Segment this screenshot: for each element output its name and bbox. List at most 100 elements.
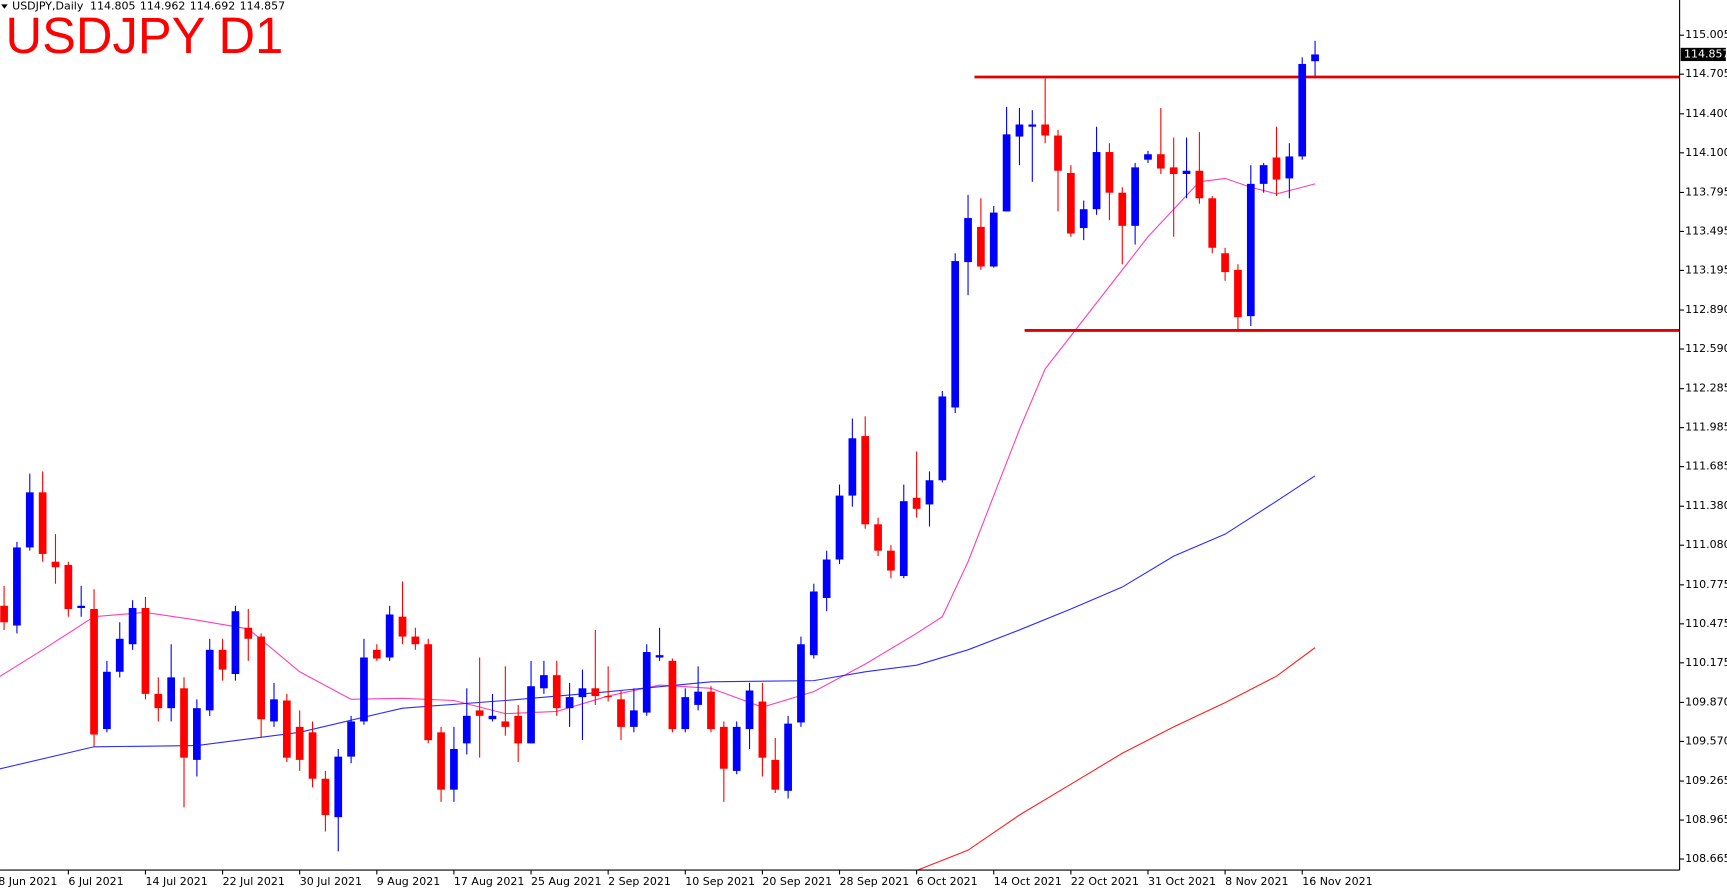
- candle-body: [617, 699, 625, 727]
- x-tick-label: 6 Jul 2021: [68, 875, 123, 888]
- candle-body: [707, 691, 715, 730]
- candle-body: [270, 699, 278, 722]
- high-value: 114.962: [140, 0, 185, 13]
- candle-body: [1067, 172, 1075, 234]
- candle-body: [398, 616, 407, 637]
- candle-body: [681, 697, 690, 730]
- candle-body: [1208, 198, 1217, 248]
- candle-body: [732, 726, 741, 771]
- candle-body: [1195, 170, 1204, 199]
- x-tick-label: 20 Sep 2021: [762, 875, 832, 888]
- candle-body: [103, 671, 111, 730]
- candle-body: [694, 691, 702, 705]
- y-tick-label: 108.965: [1685, 813, 1727, 826]
- candle-body: [809, 591, 818, 656]
- y-tick-label: 111.380: [1685, 499, 1727, 512]
- candle-body: [1156, 154, 1165, 169]
- y-tick-label: 112.890: [1685, 303, 1727, 316]
- candle-body: [1298, 63, 1307, 157]
- candle-body: [822, 559, 831, 598]
- candle-body: [411, 636, 420, 645]
- y-tick-label: 111.080: [1685, 538, 1727, 551]
- x-tick-label: 30 Jul 2021: [300, 875, 362, 888]
- candle-body: [437, 732, 445, 790]
- candle-body: [257, 636, 265, 720]
- x-tick-label: 16 Nov 2021: [1302, 875, 1372, 888]
- candle-body: [244, 627, 253, 639]
- candle-body: [180, 688, 188, 758]
- x-tick-label: 31 Oct 2021: [1148, 875, 1216, 888]
- candle-body: [372, 649, 381, 659]
- candle-body: [450, 748, 458, 790]
- candle-body: [475, 710, 484, 716]
- candle-body: [630, 710, 638, 727]
- y-tick-label: 111.685: [1685, 460, 1727, 473]
- menu-arrow: [1, 4, 8, 9]
- candle-body: [1272, 157, 1281, 180]
- candle-body: [604, 696, 613, 698]
- candle-body: [655, 655, 664, 658]
- candle-body: [141, 607, 150, 694]
- candle-body: [25, 492, 34, 548]
- candle-body: [1234, 269, 1242, 318]
- candle-body: [745, 690, 754, 730]
- y-tick-label: 110.775: [1685, 578, 1727, 591]
- x-tick-label: 22 Oct 2021: [1071, 875, 1139, 888]
- candle-body: [38, 492, 47, 554]
- candle-body: [874, 524, 882, 551]
- candle-body: [925, 480, 934, 505]
- candle-body: [771, 759, 780, 790]
- candle-body: [231, 611, 240, 674]
- plot-area: [0, 40, 1680, 871]
- y-tick-label: 114.705: [1685, 67, 1727, 80]
- x-tick-label: 9 Aug 2021: [377, 875, 440, 888]
- candle-body: [360, 657, 368, 722]
- candle-body: [565, 697, 574, 709]
- candle-body: [552, 675, 561, 709]
- y-tick-label: 113.195: [1685, 263, 1727, 276]
- x-tick-label: 6 Oct 2021: [917, 875, 978, 888]
- candle-body: [1221, 253, 1229, 273]
- x-tick-label: 14 Oct 2021: [994, 875, 1062, 888]
- moving-average-line: [916, 647, 1316, 871]
- candle-body: [0, 605, 8, 623]
- candle-body: [51, 561, 60, 568]
- candle-body: [642, 652, 651, 713]
- candle-body: [514, 715, 523, 744]
- candle-body: [1054, 135, 1062, 171]
- current-price-tag: [1680, 47, 1726, 62]
- x-tick-label: 14 Jul 2021: [145, 875, 207, 888]
- candle-body: [1002, 134, 1011, 212]
- y-tick-label: 108.665: [1685, 852, 1727, 865]
- candle-body: [1131, 167, 1139, 226]
- candle-body: [1092, 152, 1101, 210]
- candle-body: [308, 732, 317, 779]
- candle-body: [758, 701, 767, 758]
- candle-body: [321, 778, 330, 815]
- candle-body: [13, 547, 21, 626]
- y-tick-label: 114.400: [1685, 107, 1727, 120]
- x-tick-label: 8 Nov 2021: [1225, 875, 1288, 888]
- candle-body: [1246, 183, 1255, 317]
- candle-body: [835, 495, 844, 560]
- x-tick-label: 10 Sep 2021: [685, 875, 755, 888]
- candle-body: [578, 688, 587, 698]
- candle-body: [1015, 124, 1024, 137]
- y-tick-label: 112.590: [1685, 342, 1727, 355]
- candle-body: [334, 756, 343, 818]
- x-tick-label: 28 Sep 2021: [840, 875, 910, 888]
- candle-body: [668, 660, 677, 730]
- candle-body: [1285, 156, 1294, 179]
- candle-body: [1041, 124, 1050, 136]
- candle-body: [912, 497, 921, 509]
- candle-body: [1028, 124, 1037, 127]
- y-tick-label: 109.870: [1685, 695, 1727, 708]
- x-tick-label: 17 Aug 2021: [454, 875, 524, 888]
- candle-body: [540, 675, 548, 689]
- candle-body: [964, 218, 972, 263]
- y-tick-label: 109.265: [1685, 774, 1727, 787]
- candle-body: [784, 723, 792, 791]
- candle-body: [295, 726, 304, 760]
- candle-body: [77, 605, 86, 608]
